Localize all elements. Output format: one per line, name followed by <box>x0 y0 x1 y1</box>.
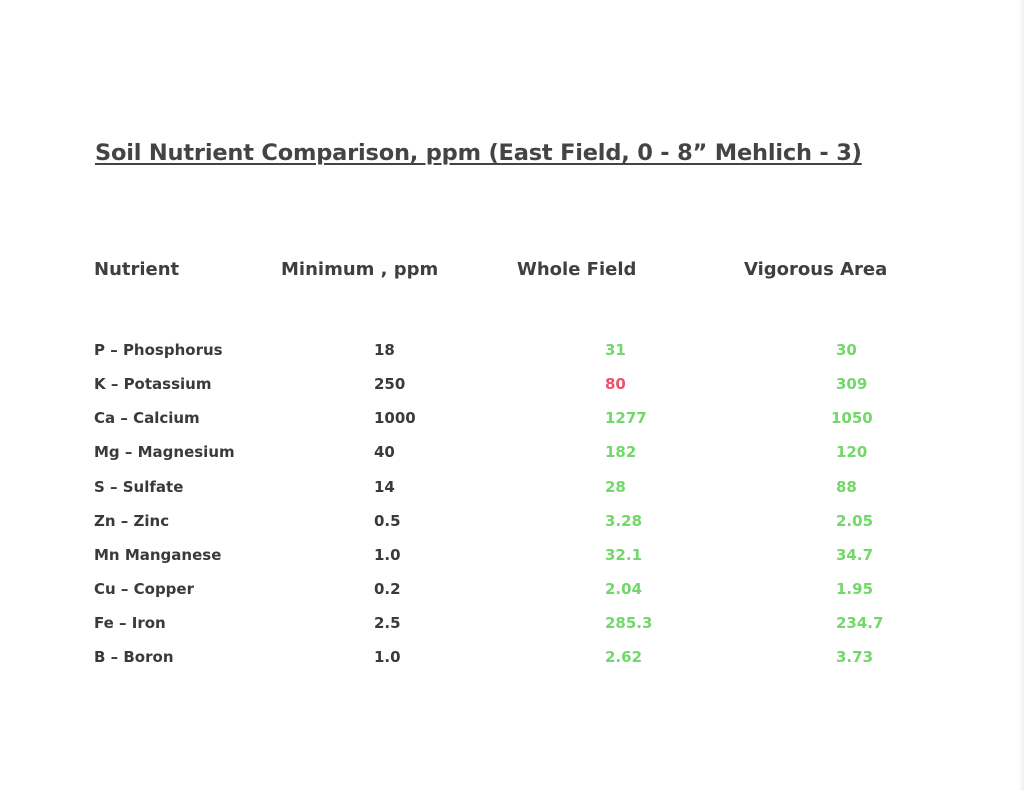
minimum-value: 1.0 <box>374 546 401 564</box>
minimum-value: 1.0 <box>374 648 401 666</box>
nutrient-name: S – Sulfate <box>94 478 184 496</box>
vigorous-area-value: 34.7 <box>836 546 874 564</box>
whole-field-value: 3.28 <box>605 512 643 530</box>
vigorous-area-value: 1050 <box>831 409 873 427</box>
minimum-value: 1000 <box>374 409 416 427</box>
minimum-value: 40 <box>374 443 395 461</box>
table-row: Mn Manganese 1.0 32.1 34.7 <box>0 543 1024 567</box>
minimum-value: 250 <box>374 375 406 393</box>
whole-field-value: 31 <box>605 341 626 359</box>
table-row: Cu – Copper 0.2 2.04 1.95 <box>0 577 1024 601</box>
header-nutrient: Nutrient <box>94 259 180 280</box>
whole-field-value: 32.1 <box>605 546 643 564</box>
vigorous-area-value: 2.05 <box>836 512 874 530</box>
nutrient-name: Fe – Iron <box>94 614 166 632</box>
minimum-value: 0.5 <box>374 512 401 530</box>
vigorous-area-value: 234.7 <box>836 614 884 632</box>
nutrient-name: K – Potassium <box>94 375 212 393</box>
whole-field-value: 182 <box>605 443 637 461</box>
nutrient-name: Ca – Calcium <box>94 409 200 427</box>
page-edge <box>1018 0 1024 791</box>
nutrient-name: Cu – Copper <box>94 580 194 598</box>
vigorous-area-value: 120 <box>836 443 868 461</box>
header-minimum: Minimum , ppm <box>281 259 439 280</box>
nutrient-name: B – Boron <box>94 648 174 666</box>
minimum-value: 2.5 <box>374 614 401 632</box>
table-row: Mg – Magnesium 40 182 120 <box>0 440 1024 464</box>
vigorous-area-value: 30 <box>836 341 857 359</box>
table-row: K – Potassium 250 80 309 <box>0 372 1024 396</box>
whole-field-value: 1277 <box>605 409 647 427</box>
nutrient-name: Mg – Magnesium <box>94 443 235 461</box>
whole-field-value: 2.04 <box>605 580 643 598</box>
whole-field-value: 2.62 <box>605 648 643 666</box>
table-row: S – Sulfate 14 28 88 <box>0 475 1024 499</box>
table-row: Fe – Iron 2.5 285.3 234.7 <box>0 611 1024 635</box>
vigorous-area-value: 1.95 <box>836 580 874 598</box>
vigorous-area-value: 3.73 <box>836 648 874 666</box>
nutrient-name: Zn – Zinc <box>94 512 170 530</box>
minimum-value: 0.2 <box>374 580 401 598</box>
vigorous-area-value: 309 <box>836 375 868 393</box>
whole-field-value: 80 <box>605 375 626 393</box>
table-row: B – Boron 1.0 2.62 3.73 <box>0 645 1024 669</box>
nutrient-name: P – Phosphorus <box>94 341 223 359</box>
minimum-value: 18 <box>374 341 395 359</box>
page-title: Soil Nutrient Comparison, ppm (East Fiel… <box>95 140 862 166</box>
table-row: P – Phosphorus 18 31 30 <box>0 338 1024 362</box>
table-row: Zn – Zinc 0.5 3.28 2.05 <box>0 509 1024 533</box>
table-row: Ca – Calcium 1000 1277 1050 <box>0 406 1024 430</box>
nutrient-name: Mn Manganese <box>94 546 222 564</box>
minimum-value: 14 <box>374 478 395 496</box>
header-whole-field: Whole Field <box>517 259 637 280</box>
vigorous-area-value: 88 <box>836 478 857 496</box>
header-vigorous-area: Vigorous Area <box>744 259 888 280</box>
whole-field-value: 28 <box>605 478 626 496</box>
whole-field-value: 285.3 <box>605 614 653 632</box>
